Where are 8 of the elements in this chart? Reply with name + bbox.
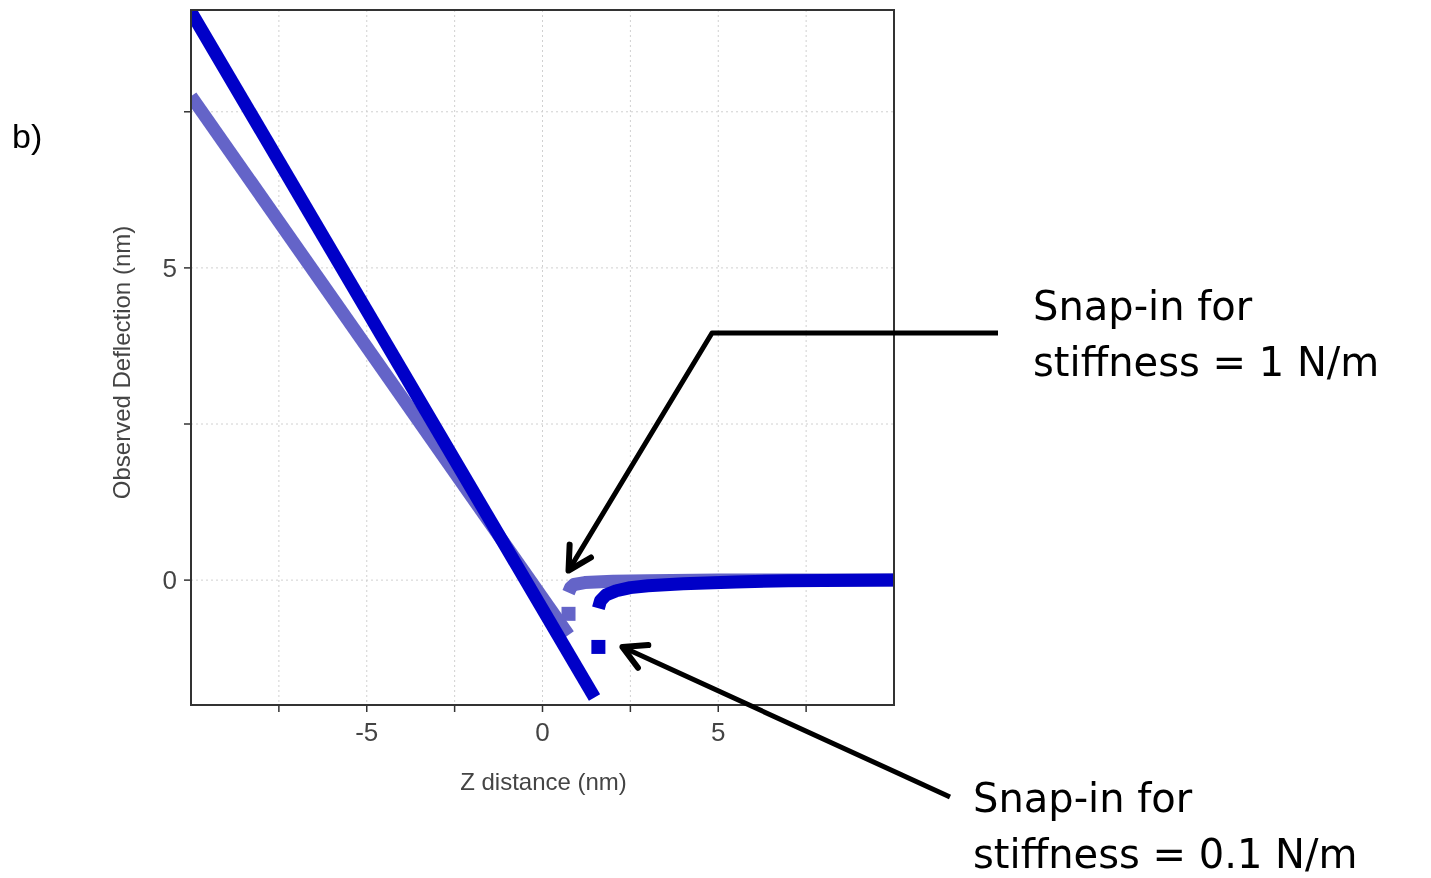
x-tick-label: -5 <box>355 717 379 747</box>
x-tick-label: 0 <box>535 717 550 747</box>
text: Snap-in for stiffness = 0.1 N/m <box>973 775 1358 877</box>
text: b) <box>12 117 43 155</box>
x-tick-label: 5 <box>711 717 726 747</box>
x-axis-title: Z distance (nm) <box>460 768 627 795</box>
text: Snap-in for stiffness = 1 N/m <box>1033 283 1380 385</box>
y-axis-title: Observed Deflection (nm) <box>108 225 135 500</box>
